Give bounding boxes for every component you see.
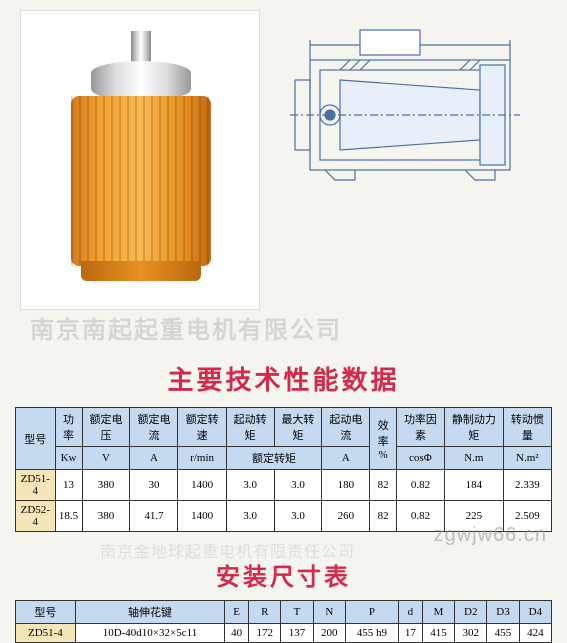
th-power: 功率 <box>55 408 82 447</box>
th-brake: 静制动力矩 <box>445 408 504 447</box>
specs-table: 型号 功率 额定电压 额定电流 额定转速 起动转矩 最大转矩 起动电流 效率% … <box>15 407 552 532</box>
dims-title: 安装尺寸表 <box>0 557 567 592</box>
watermark-company: 南京南起起重电机有限公司 <box>30 310 342 345</box>
motor-photo <box>20 10 260 310</box>
table-row: ZD51-4133803014003.03.0180820.821842.339 <box>16 470 552 501</box>
watermark-company2: 南京金地球起重电机有限责任公司 <box>100 538 355 562</box>
specs-title: 主要技术性能数据 <box>0 360 567 397</box>
dims-table: 型号 轴伸花键 E R T N P d M D2 D3 D4 ZD51-410D… <box>15 600 552 643</box>
th-start-torque: 起动转矩 <box>226 408 274 447</box>
th-speed: 额定转速 <box>178 408 226 447</box>
watermark-url: zgwjw66.cn <box>434 524 547 547</box>
th-max-torque: 最大转矩 <box>274 408 322 447</box>
th-efficiency: 效率% <box>370 408 397 470</box>
table-row: ZD51-410D-40d10×32×5c1140172137200455 h9… <box>16 624 552 643</box>
th-inertia: 转动惯量 <box>503 408 551 447</box>
th-start-current: 起动电流 <box>322 408 370 447</box>
th-voltage: 额定电压 <box>82 408 130 447</box>
th-pf: 功率因素 <box>396 408 444 447</box>
th-model: 型号 <box>16 408 56 470</box>
th-current: 额定电流 <box>130 408 178 447</box>
technical-diagram <box>280 10 540 210</box>
